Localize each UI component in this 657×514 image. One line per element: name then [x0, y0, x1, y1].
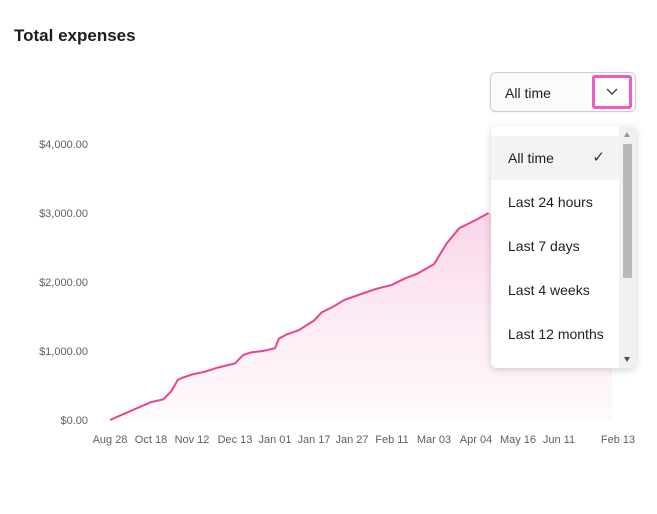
x-tick-label: Oct 18 — [135, 434, 167, 446]
chevron-down-icon — [606, 88, 618, 95]
time-range-value: All time — [505, 85, 551, 101]
x-tick-label: Jan 01 — [258, 434, 291, 446]
time-range-dropdown: All time ✓ Last 24 hours Last 7 days Las… — [491, 126, 636, 368]
x-tick-label: Aug 28 — [93, 434, 128, 446]
option-label: Last 4 weeks — [508, 282, 590, 298]
option-label: Last 7 days — [508, 238, 580, 254]
y-tick-label: $1,000.00 — [39, 346, 88, 358]
option-last-12-months[interactable]: Last 12 months — [491, 312, 619, 356]
expenses-line — [109, 212, 490, 421]
dropdown-toggle-button[interactable] — [592, 75, 632, 109]
x-tick-label: Jan 17 — [297, 434, 330, 446]
scroll-down-arrow-icon[interactable] — [624, 357, 630, 362]
option-label: Last 12 months — [508, 326, 604, 342]
x-tick-label: Nov 12 — [175, 434, 210, 446]
y-tick-label: $4,000.00 — [39, 139, 88, 151]
y-tick-label: $2,000.00 — [39, 277, 88, 289]
x-axis-ticks: Aug 28 Oct 18 Nov 12 Dec 13 Jan 01 Jan 17 Jan … — [93, 434, 636, 446]
y-axis-ticks: $0.00 $1,000.00 $2,000.00 $3,000.00 $4,000.0… — [39, 139, 88, 427]
x-tick-label: Feb 13 — [601, 434, 635, 446]
option-all-time[interactable]: All time ✓ — [491, 136, 619, 180]
x-tick-label: Mar 03 — [417, 434, 451, 446]
option-last-7-days[interactable]: Last 7 days — [491, 224, 619, 268]
x-tick-label: Jun 11 — [543, 434, 575, 446]
option-label: Last 24 hours — [508, 194, 593, 210]
expenses-area — [110, 213, 612, 420]
scroll-up-arrow-icon[interactable] — [624, 132, 630, 137]
scrollbar-thumb[interactable] — [623, 144, 632, 278]
dropdown-scrollbar[interactable] — [619, 126, 636, 368]
option-label: All time — [508, 150, 554, 166]
page-title: Total expenses — [14, 26, 136, 45]
y-tick-label: $3,000.00 — [39, 208, 88, 220]
x-tick-label: Jan 27 — [335, 434, 368, 446]
y-tick-label: $0.00 — [60, 415, 88, 427]
x-tick-label: Dec 13 — [218, 434, 253, 446]
checkmark-icon: ✓ — [592, 149, 605, 166]
x-tick-label: May 16 — [500, 434, 536, 446]
time-range-select[interactable]: All time — [490, 72, 636, 112]
option-last-4-weeks[interactable]: Last 4 weeks — [491, 268, 619, 312]
x-tick-label: Feb 11 — [375, 434, 408, 446]
option-last-24-hours[interactable]: Last 24 hours — [491, 180, 619, 224]
x-tick-label: Apr 04 — [460, 434, 492, 446]
